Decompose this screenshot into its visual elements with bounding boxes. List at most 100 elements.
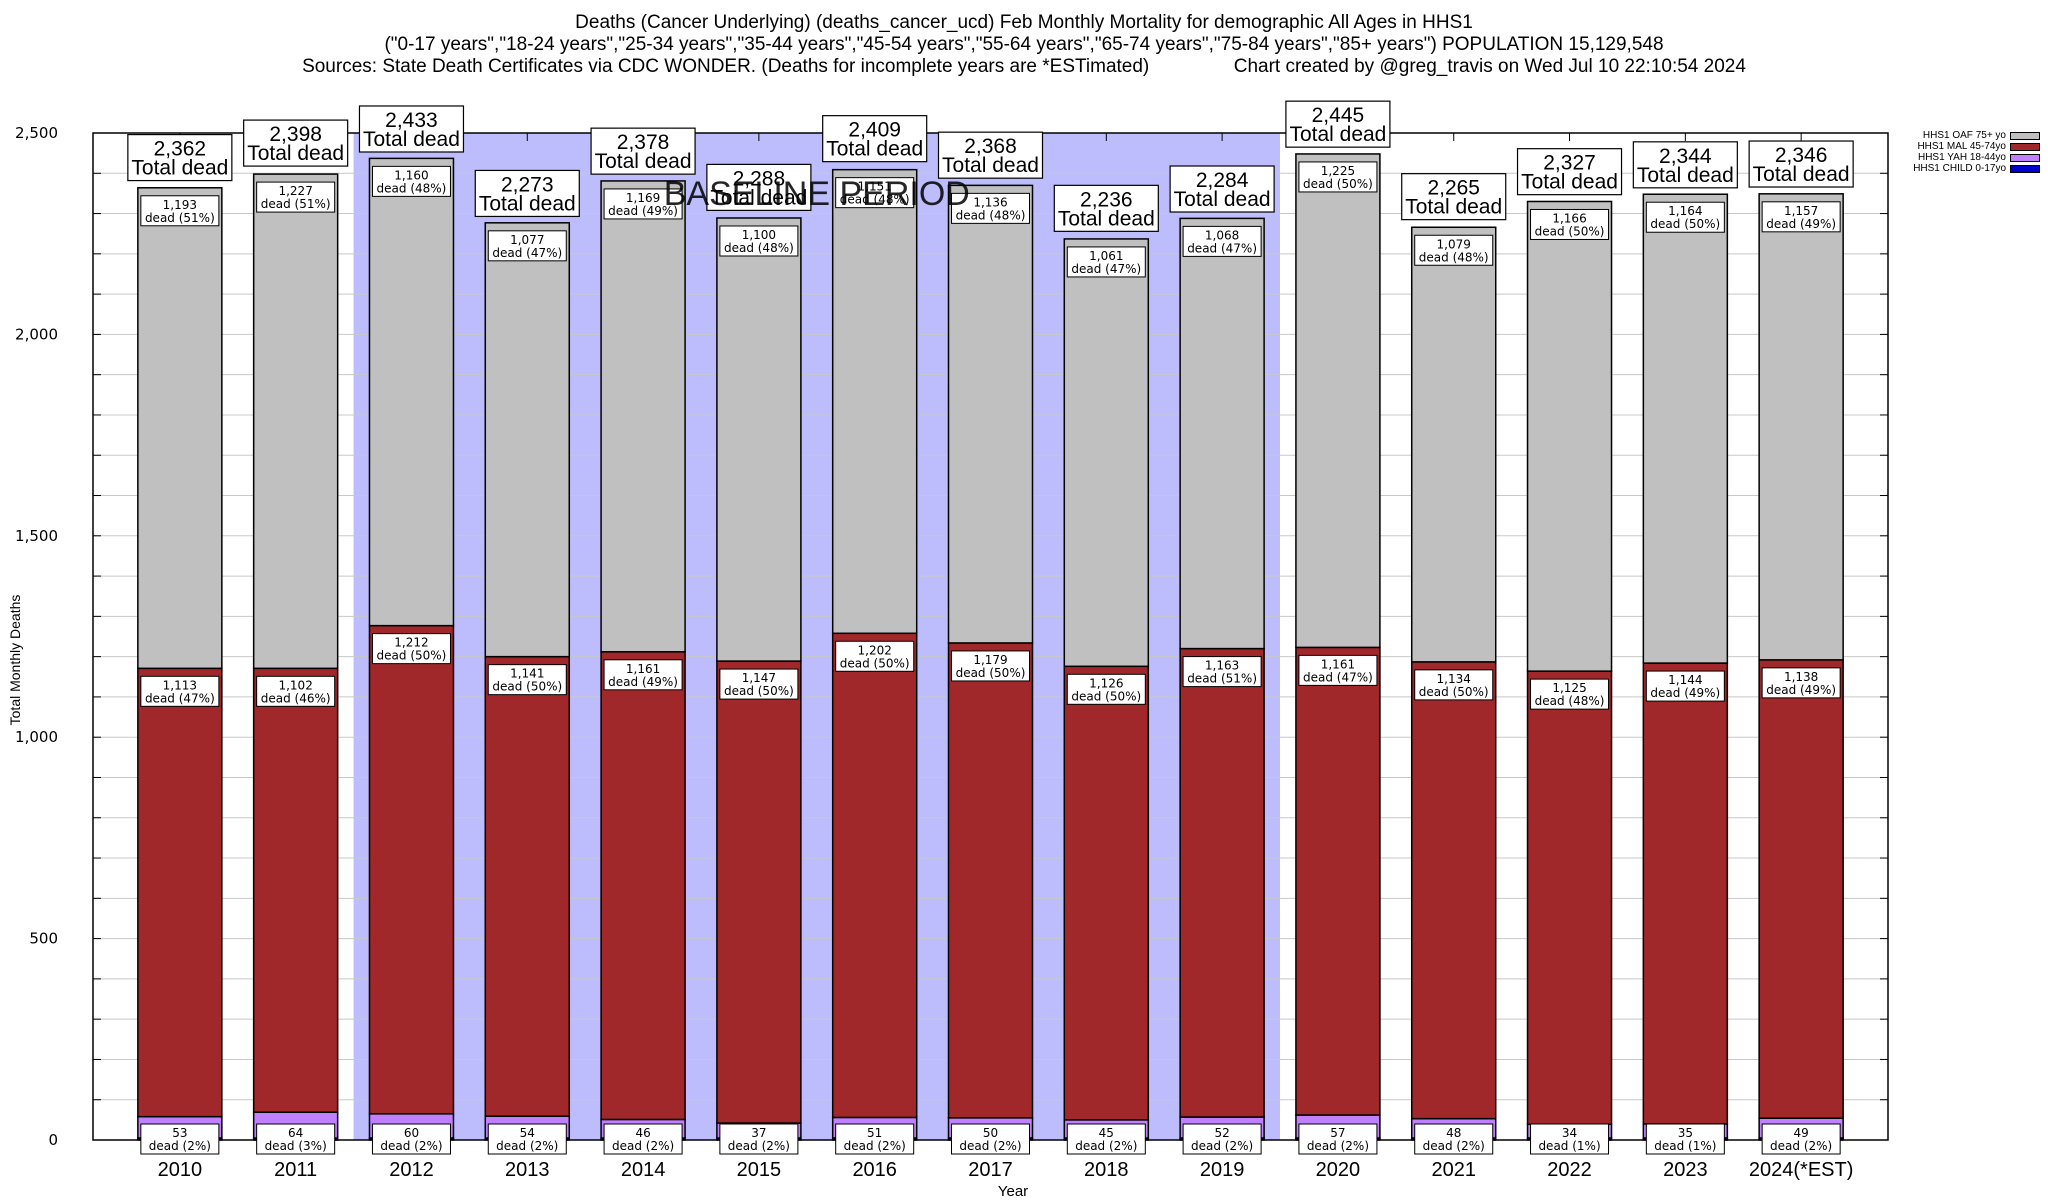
bar-segment [252,173,339,670]
legend: HHS1 OAF 75+ yo HHS1 MAL 45-74yo HHS1 YA… [1880,130,2040,174]
chart-title: Deaths (Cancer Underlying) (deaths_cance… [575,12,1473,33]
segment-label-value: 1,179 [973,653,1007,667]
segment-label-pct: dead (47%) [1303,670,1373,684]
total-label-text: Total dead [363,128,460,151]
baseline-period-label: BASELINE PERIOD [664,175,970,213]
segment-label-box [1066,673,1146,705]
segment-label-pct: dead (2%) [1075,1139,1137,1153]
segment-label-pct: dead (48%) [1419,250,1489,264]
total-label-box [127,133,233,182]
total-label-box [358,105,465,153]
segment-label-value: 48 [1446,1126,1461,1140]
legend-label: HHS1 MAL 45-74yo [1917,141,2006,152]
x-tick-label: 2010 [158,1159,203,1181]
segment-label-box [719,1123,799,1155]
x-tick-label: 2022 [1547,1159,1592,1181]
segment-label-box [256,675,336,707]
bar-segment [716,217,802,662]
bar-segment [1295,153,1381,649]
total-label-value: 2,327 [1543,152,1596,175]
segment-label-value: 1,163 [1205,659,1239,673]
segment-label-box [719,225,799,257]
x-tick-label: 2015 [737,1159,782,1181]
legend-swatch [2010,164,2040,173]
total-label-value: 2,368 [964,135,1017,158]
segment-label-pct: dead (50%) [1535,224,1605,238]
bar-segment [1179,217,1265,650]
total-label-text: Total dead [247,142,344,165]
x-tick-label: 2024(*EST) [1749,1159,1854,1181]
segment-label-pct: dead (49%) [1766,217,1836,231]
segment-label-box [371,1123,451,1155]
total-label-box [1748,140,1854,188]
segment-label-value: 1,061 [1089,249,1123,263]
segment-label-pct: dead (2%) [728,1139,790,1153]
segment-label-value: 35 [1678,1126,1693,1140]
bar-segment [1410,226,1497,663]
x-tick-label: 2013 [505,1159,550,1181]
segment-label-box [1298,161,1378,193]
segment-label-pct: dead (50%) [492,680,562,694]
x-tick-label: 2014 [621,1159,666,1181]
bar-segment [1526,670,1613,1126]
total-label-text: Total dead [1289,123,1386,146]
segment-label-box [951,650,1030,682]
segment-label-value: 1,202 [858,643,892,657]
segment-label-box [1182,1123,1262,1155]
total-label-text: Total dead [1174,188,1271,211]
bar-segment [947,642,1034,1119]
segment-label-pct: dead (2%) [1423,1139,1485,1153]
total-label-text: Total dead [1405,196,1502,219]
segment-label-value: 46 [635,1126,650,1140]
segment-label-box [1761,1123,1841,1155]
segment-label-box [1645,1123,1725,1155]
total-label-box [1053,184,1159,232]
segment-label-value: 53 [172,1126,187,1140]
total-label-box [1401,173,1507,221]
bar-segment [1410,661,1497,1120]
total-label-value: 2,362 [154,138,207,161]
total-label-box [706,163,812,211]
segment-label-pct: dead (50%) [956,666,1026,680]
total-label-value: 2,284 [1196,169,1249,192]
total-label-box [1632,141,1738,189]
total-label-text: Total dead [1637,164,1734,187]
segment-label-pct: dead (47%) [1071,262,1141,276]
chart-title-block: Deaths (Cancer Underlying) (deaths_cance… [0,12,2048,78]
segment-label-value: 1,147 [742,671,776,685]
total-label-text: Total dead [1753,163,1850,186]
segment-label-pct: dead (3%) [265,1139,327,1153]
segment-label-value: 1,138 [1784,670,1818,684]
x-tick-label: 2012 [389,1159,434,1181]
segment-label-pct: dead (51%) [261,197,331,211]
segment-label-value: 1,079 [1437,237,1471,251]
total-label-box [474,169,580,218]
legend-item-child: HHS1 CHILD 0-17yo [1880,163,2040,174]
segment-label-pct: dead (47%) [492,246,562,260]
bar-segment [600,651,686,1121]
segment-label-box [1414,669,1494,701]
segment-label-box [603,1123,683,1155]
bar-segment [484,222,571,658]
segment-label-value: 1,157 [1784,204,1818,218]
segment-label-box [487,230,567,262]
segment-label-box [140,675,220,707]
segment-label-pct: dead (50%) [1650,217,1720,231]
segment-label-value: 1,160 [394,168,428,182]
segment-label-box [719,668,799,700]
x-axis-title: Year [998,1183,1028,1200]
segment-label-value: 50 [983,1126,998,1140]
chart-subtitle-sources: Sources: State Death Certificates via CD… [302,56,1746,77]
x-tick-label: 2020 [1316,1159,1361,1181]
segment-label-pct: dead (2%) [496,1139,558,1153]
legend-swatch [2010,153,2040,162]
bar-segment [1295,646,1381,1116]
segment-label-pct: dead (48%) [377,181,447,195]
segment-label-value: 1,102 [278,678,312,692]
segment-label-value: 51 [867,1126,882,1140]
segment-label-box [1645,201,1725,233]
legend-swatch [2010,142,2040,151]
bar-segment [831,168,918,635]
segment-label-box [1066,1123,1146,1155]
segment-label-box [603,188,683,220]
